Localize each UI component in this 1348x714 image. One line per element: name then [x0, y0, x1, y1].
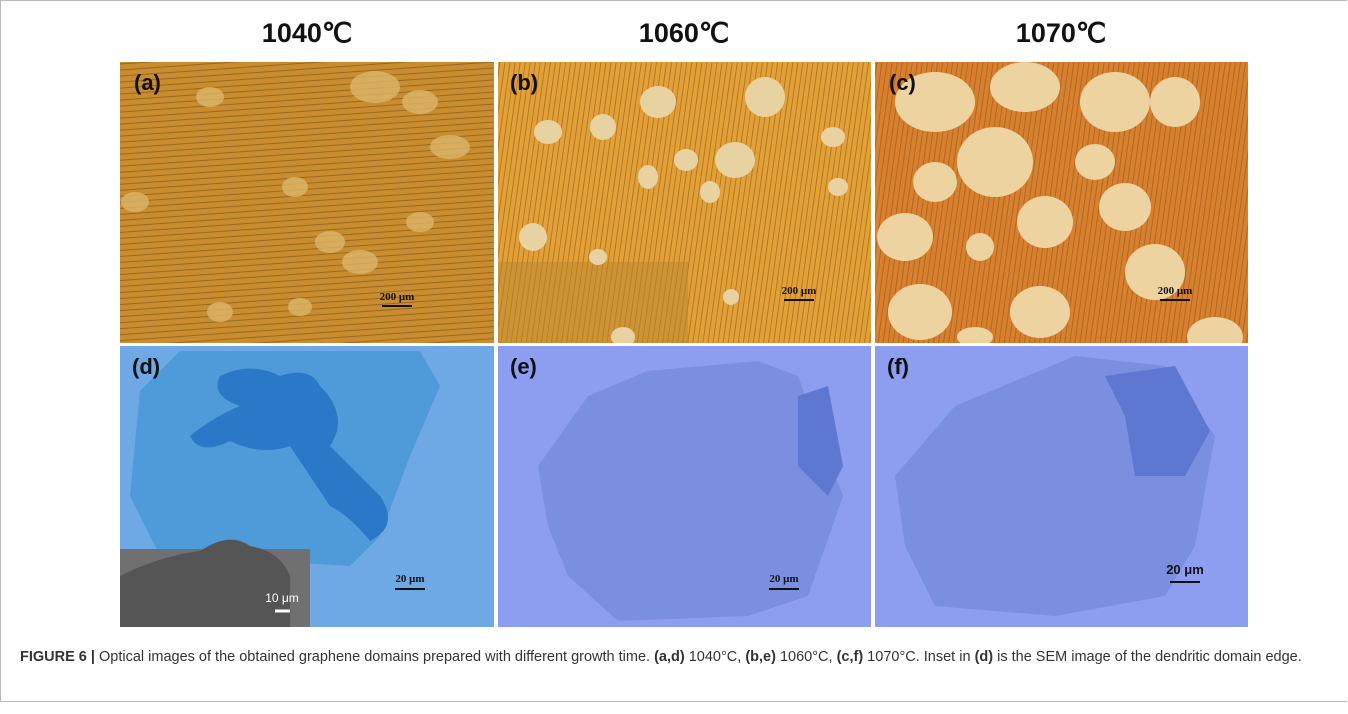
panel-label: (d)	[132, 354, 160, 379]
caption: FIGURE 6 | Optical images of the obtaine…	[20, 646, 1330, 668]
scale-bar-label: 20 μm	[769, 573, 798, 585]
caption-text: (c,f)	[837, 649, 864, 665]
caption-text: FIGURE 6 |	[20, 649, 95, 665]
caption-text: is the SEM image of the dendritic domain…	[993, 649, 1302, 665]
column-header: 1070℃	[1016, 18, 1106, 48]
figure: 1040℃ 1060℃ 1070℃ (a) 200 μm	[0, 0, 1348, 640]
panel-label: (a)	[134, 70, 161, 95]
micrograph: (b) 200 μm	[498, 62, 871, 347]
caption-text: 1070°C. Inset in	[863, 649, 974, 665]
panel-label: (e)	[510, 354, 537, 379]
micrograph: (a) 200 μm	[120, 62, 494, 343]
micrograph: (e) 20 μm	[498, 346, 871, 627]
panel-label: (f)	[887, 354, 909, 379]
scale-bar-label: 200 μm	[380, 291, 415, 303]
scale-bar-label: 20 μm	[395, 573, 424, 585]
micrograph: 20 μm (f)	[875, 346, 1248, 627]
inset-scale-bar-label: 10 μm	[265, 591, 299, 605]
caption-text: 1060°C,	[776, 649, 837, 665]
caption-text: Optical images of the obtained graphene …	[95, 649, 654, 665]
panel-label: (c)	[889, 70, 916, 95]
page: {"figure": { "column_headers": ["1040℃",…	[0, 0, 1348, 714]
column-header: 1040℃	[262, 18, 352, 48]
scale-bar-label: 20 μm	[1166, 562, 1204, 577]
caption-text: (a,d)	[654, 649, 685, 665]
caption-text: 1040°C,	[685, 649, 746, 665]
micrograph: 10 μm (d) 20 μm	[120, 346, 494, 627]
column-header: 1060℃	[639, 18, 729, 48]
micrograph: (c) 200 μm	[875, 62, 1248, 357]
panel-label: (b)	[510, 70, 538, 95]
scale-bar-label: 200 μm	[1158, 285, 1193, 297]
caption-text: (b,e)	[745, 649, 776, 665]
caption-text: (d)	[975, 649, 994, 665]
scale-bar-label: 200 μm	[782, 285, 817, 297]
